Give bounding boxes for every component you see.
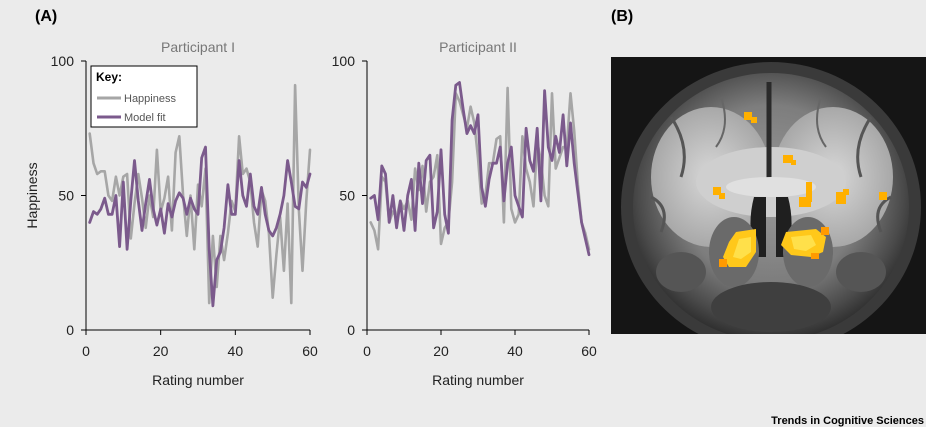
legend: Key:Happiness Model fit bbox=[90, 65, 198, 128]
y-tick-label: 0 bbox=[66, 322, 74, 338]
chart-1: 0 50 100 0 20 40 60 Participant I Rating number H… bbox=[24, 39, 318, 388]
x-tick-label: 40 bbox=[228, 343, 244, 359]
y-tick-label: 100 bbox=[51, 53, 75, 69]
chart-2: 0 50 100 0 20 40 60 Participant II Rating number bbox=[332, 39, 597, 388]
legend-label: Happiness bbox=[124, 93, 176, 105]
journal-footer: Trends in Cognitive Sciences bbox=[771, 415, 924, 427]
chart-title: Participant II bbox=[439, 39, 517, 55]
legend-title: Key: bbox=[96, 70, 122, 84]
x-tick-label: 20 bbox=[153, 343, 169, 359]
x-tick-label: 60 bbox=[302, 343, 318, 359]
x-axis-label: Rating number bbox=[152, 372, 244, 388]
x-tick-label: 60 bbox=[581, 343, 597, 359]
panel-label-b: (B) bbox=[611, 8, 634, 25]
x-tick-label: 0 bbox=[82, 343, 90, 359]
panel-label-a: (A) bbox=[35, 8, 58, 25]
legend-label: Model fit bbox=[124, 112, 166, 124]
chart-title: Participant I bbox=[161, 39, 235, 55]
brain-scan-image bbox=[611, 57, 926, 334]
y-tick-label: 50 bbox=[58, 188, 74, 204]
x-tick-label: 0 bbox=[363, 343, 371, 359]
x-tick-label: 20 bbox=[433, 343, 449, 359]
series-line-model-fit bbox=[88, 145, 312, 308]
y-axis-label: Happiness bbox=[24, 162, 40, 228]
y-tick-label: 50 bbox=[339, 188, 355, 204]
y-tick-label: 100 bbox=[332, 53, 356, 69]
y-tick-label: 0 bbox=[347, 322, 355, 338]
series-line-model-fit bbox=[369, 81, 591, 257]
x-tick-label: 40 bbox=[507, 343, 523, 359]
x-axis-label: Rating number bbox=[432, 372, 524, 388]
brain-mri-icon bbox=[611, 57, 926, 334]
